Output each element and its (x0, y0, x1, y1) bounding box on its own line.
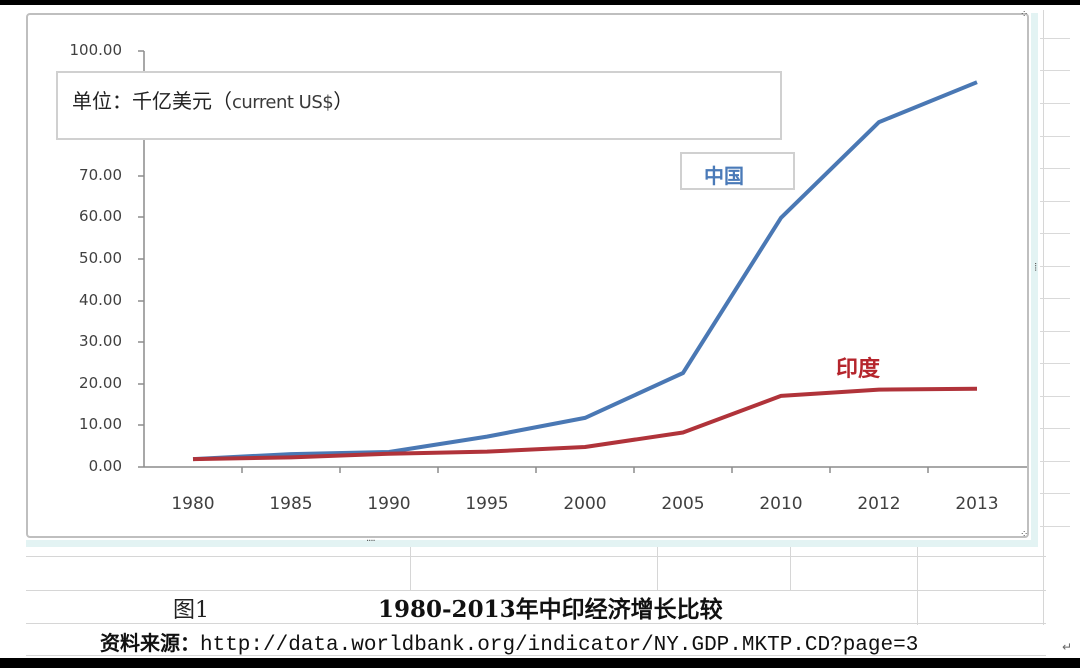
chart-title: 1980-2013年中印经济增长比较 (378, 596, 723, 623)
x-tick-label: 2012 (857, 494, 901, 514)
y-tick-label: 30.00 (79, 332, 122, 350)
unit-label: 单位：千亿美元（current US$） (72, 85, 353, 114)
paragraph-mark-icon: ↵ (1062, 640, 1073, 654)
bottom-border (0, 658, 1080, 668)
series-line-india (192, 386, 978, 462)
x-tick-label: 2010 (759, 494, 803, 514)
figure-number: 图1 (173, 598, 209, 623)
y-tick-label: 50.00 (79, 249, 122, 267)
y-tick-label: 10.00 (79, 415, 122, 433)
x-tick-label: 1990 (367, 494, 411, 514)
y-tick-label: 100.00 (69, 41, 123, 59)
y-tick-label: 0.00 (88, 457, 122, 475)
resize-handle-bottom[interactable]: ···· (366, 536, 376, 547)
x-tick-label: 1980 (171, 494, 215, 514)
source-label: 资料来源： (100, 631, 200, 655)
y-tick-label: 40.00 (79, 291, 122, 309)
x-tick-label: 1985 (269, 494, 313, 514)
unit-label-cn: 单位：千亿美元（ (72, 89, 232, 113)
series-label-india: 印度 (836, 357, 881, 382)
unit-textbox[interactable]: 单位：千亿美元（current US$） (56, 71, 782, 140)
source-line: 资料来源：http://data.worldbank.org/indicator… (100, 627, 918, 657)
x-tick-label: 2005 (661, 494, 705, 514)
resize-handle-top-right[interactable]: ⁘ (1020, 9, 1028, 20)
y-tick-label: 20.00 (79, 374, 122, 392)
resize-handle-bottom-right[interactable]: ⁘ (1020, 529, 1028, 540)
x-tick-label: 2013 (955, 494, 999, 514)
y-tick-label: 60.00 (79, 207, 122, 225)
source-url[interactable]: http://data.worldbank.org/indicator/NY.G… (200, 634, 919, 657)
x-tick-label: 1995 (465, 494, 509, 514)
resize-handle-right[interactable]: ···· (1029, 262, 1040, 271)
x-tick-label: 2000 (563, 494, 607, 514)
china-label-box[interactable]: 中国 (680, 152, 795, 190)
top-border (0, 0, 1080, 5)
series-label-china: 中国 (704, 164, 744, 188)
series-line-china (192, 80, 978, 462)
unit-label-en: current US$ (232, 92, 334, 113)
y-tick-label: 70.00 (79, 166, 122, 184)
unit-label-close: ） (333, 89, 354, 113)
